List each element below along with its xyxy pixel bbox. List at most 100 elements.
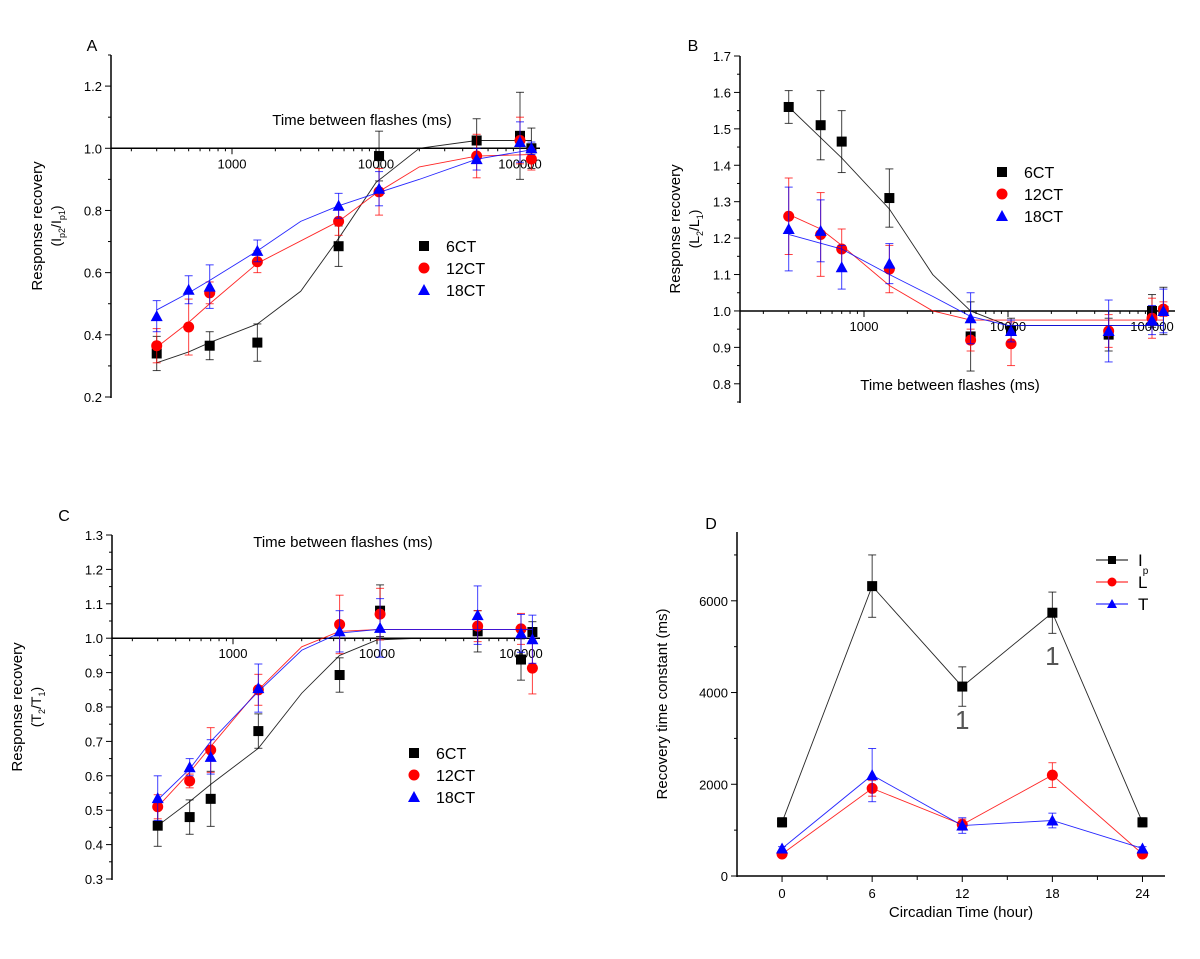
y-tick-label: 1.2: [713, 231, 731, 246]
y-tick-label: 0.8: [85, 700, 103, 715]
fit-curve: [156, 149, 532, 311]
data-point-square: [253, 726, 264, 737]
panel-label: D: [705, 516, 717, 533]
series-l: [776, 762, 1148, 860]
data-point-square: [836, 136, 847, 147]
legend-label: 12CT: [1024, 187, 1063, 204]
legend-label: 6CT: [436, 746, 466, 763]
data-point-triangle: [333, 625, 346, 637]
legend-subscript: p: [1143, 566, 1149, 577]
data-point-circle: [184, 775, 196, 787]
series-line: [781, 774, 1143, 855]
x-tick-label: 10000: [359, 646, 395, 661]
y-tick-label: 1.0: [84, 141, 102, 156]
panel-label: C: [58, 508, 70, 525]
x-axis-label: Circadian Time (hour): [889, 904, 1033, 921]
data-point-square: [252, 337, 263, 348]
x-tick-label: 1000: [219, 646, 248, 661]
data-point-triangle: [1102, 324, 1115, 336]
legend-marker-triangle: [996, 210, 1008, 221]
y-axis-label: Response recovery: [29, 161, 46, 291]
y-axis-label: Response recovery: [9, 642, 26, 772]
x-axis-label: Time between flashes (ms): [272, 112, 452, 129]
data-point-triangle: [776, 842, 789, 854]
data-point-square: [204, 340, 215, 351]
y-axis-label: Response recovery: [667, 164, 684, 294]
data-point-triangle: [956, 819, 969, 831]
legend: 6CT 12CT 18CT: [996, 165, 1063, 226]
legend-marker-circle: [1107, 577, 1117, 587]
data-point-triangle: [1157, 304, 1170, 316]
data-point-square: [1137, 817, 1148, 828]
data-point-square: [783, 101, 794, 112]
data-point-square: [815, 120, 826, 131]
legend-label: L: [1138, 573, 1147, 592]
data-point-triangle: [1136, 842, 1149, 854]
data-point-triangle: [1146, 314, 1158, 326]
y-tick-label: 0.8: [713, 377, 731, 392]
data-point-circle: [526, 662, 538, 674]
x-tick-label: 0: [778, 886, 785, 901]
data-point-square: [516, 654, 526, 665]
label-part: /T: [28, 696, 44, 709]
label-part: (T: [28, 714, 44, 728]
data-point-triangle: [182, 283, 195, 295]
label-part: ): [48, 205, 64, 210]
data-point-triangle: [183, 761, 196, 773]
label-part: (I: [48, 238, 64, 247]
y-tick-label: 0.7: [85, 734, 103, 749]
y-tick-label: 0.4: [85, 838, 103, 853]
data-point-square: [205, 793, 216, 804]
legend-label: 18CT: [446, 283, 485, 300]
fit-curve: [157, 637, 533, 827]
x-axis-label: Time between flashes (ms): [860, 377, 1040, 394]
x-tick-label: 1000: [218, 156, 247, 171]
y-tick-label: 0.9: [85, 666, 103, 681]
legend-marker-circle: [996, 188, 1008, 200]
data-point-triangle: [251, 244, 264, 256]
data-point-triangle: [814, 224, 827, 236]
x-tick-label: 18: [1045, 886, 1059, 901]
data-point-circle: [1046, 769, 1058, 781]
y-tick-label: 1.7: [713, 49, 731, 64]
y-tick-label: 0.8: [84, 203, 102, 218]
y-tick-label: 0.6: [85, 769, 103, 784]
label-part: ): [686, 210, 702, 215]
y-tick-label: 0.4: [84, 328, 102, 343]
data-point-triangle: [526, 633, 539, 645]
y-tick-label: 1.5: [713, 122, 731, 137]
series-18ct: [782, 186, 1170, 363]
y-tick-label: 0.2: [84, 390, 102, 405]
y-axis-sublabel: (T2/T1): [28, 687, 47, 727]
data-point-circle: [183, 321, 195, 333]
subscript: p1: [57, 210, 67, 220]
y-tick-label: 1.1: [85, 597, 103, 612]
label-part: ): [28, 687, 44, 692]
panel-d: D 0 2000 4000 6000 Recovery time constant (ms…: [654, 516, 1165, 921]
data-point-circle: [151, 340, 163, 352]
data-point-circle: [1005, 338, 1017, 350]
label-part: /I: [48, 220, 64, 228]
data-point-triangle: [470, 153, 483, 165]
data-point-triangle: [835, 261, 848, 273]
legend-marker-triangle: [418, 284, 430, 295]
y-tick-label: 1.0: [85, 631, 103, 646]
data-point-triangle: [151, 792, 164, 804]
data-point-square: [884, 193, 895, 204]
y-tick-label: 1.0: [713, 304, 731, 319]
x-tick-label: 1000: [850, 319, 879, 334]
panel-a: A 0.2 0.4 0.6 0.8 1.0 1.2 Response recovery (Ip2…: [29, 38, 542, 405]
x-tick-label: 24: [1135, 886, 1149, 901]
panel-c: C 0.3 0.4 0.5 0.6 0.7 0.8 0.9 1.0 1.1 1.2 1.3 Respon…: [9, 508, 543, 887]
legend-label: T: [1138, 595, 1148, 614]
data-point-triangle: [514, 136, 526, 148]
y-tick-label: 1.2: [84, 79, 102, 94]
annotation-mark: 1: [955, 705, 969, 735]
fit-curve: [156, 140, 532, 364]
data-point-square: [334, 670, 345, 681]
legend-marker-square: [409, 748, 419, 758]
data-point-triangle: [1005, 324, 1018, 336]
panel-label: A: [87, 38, 98, 55]
